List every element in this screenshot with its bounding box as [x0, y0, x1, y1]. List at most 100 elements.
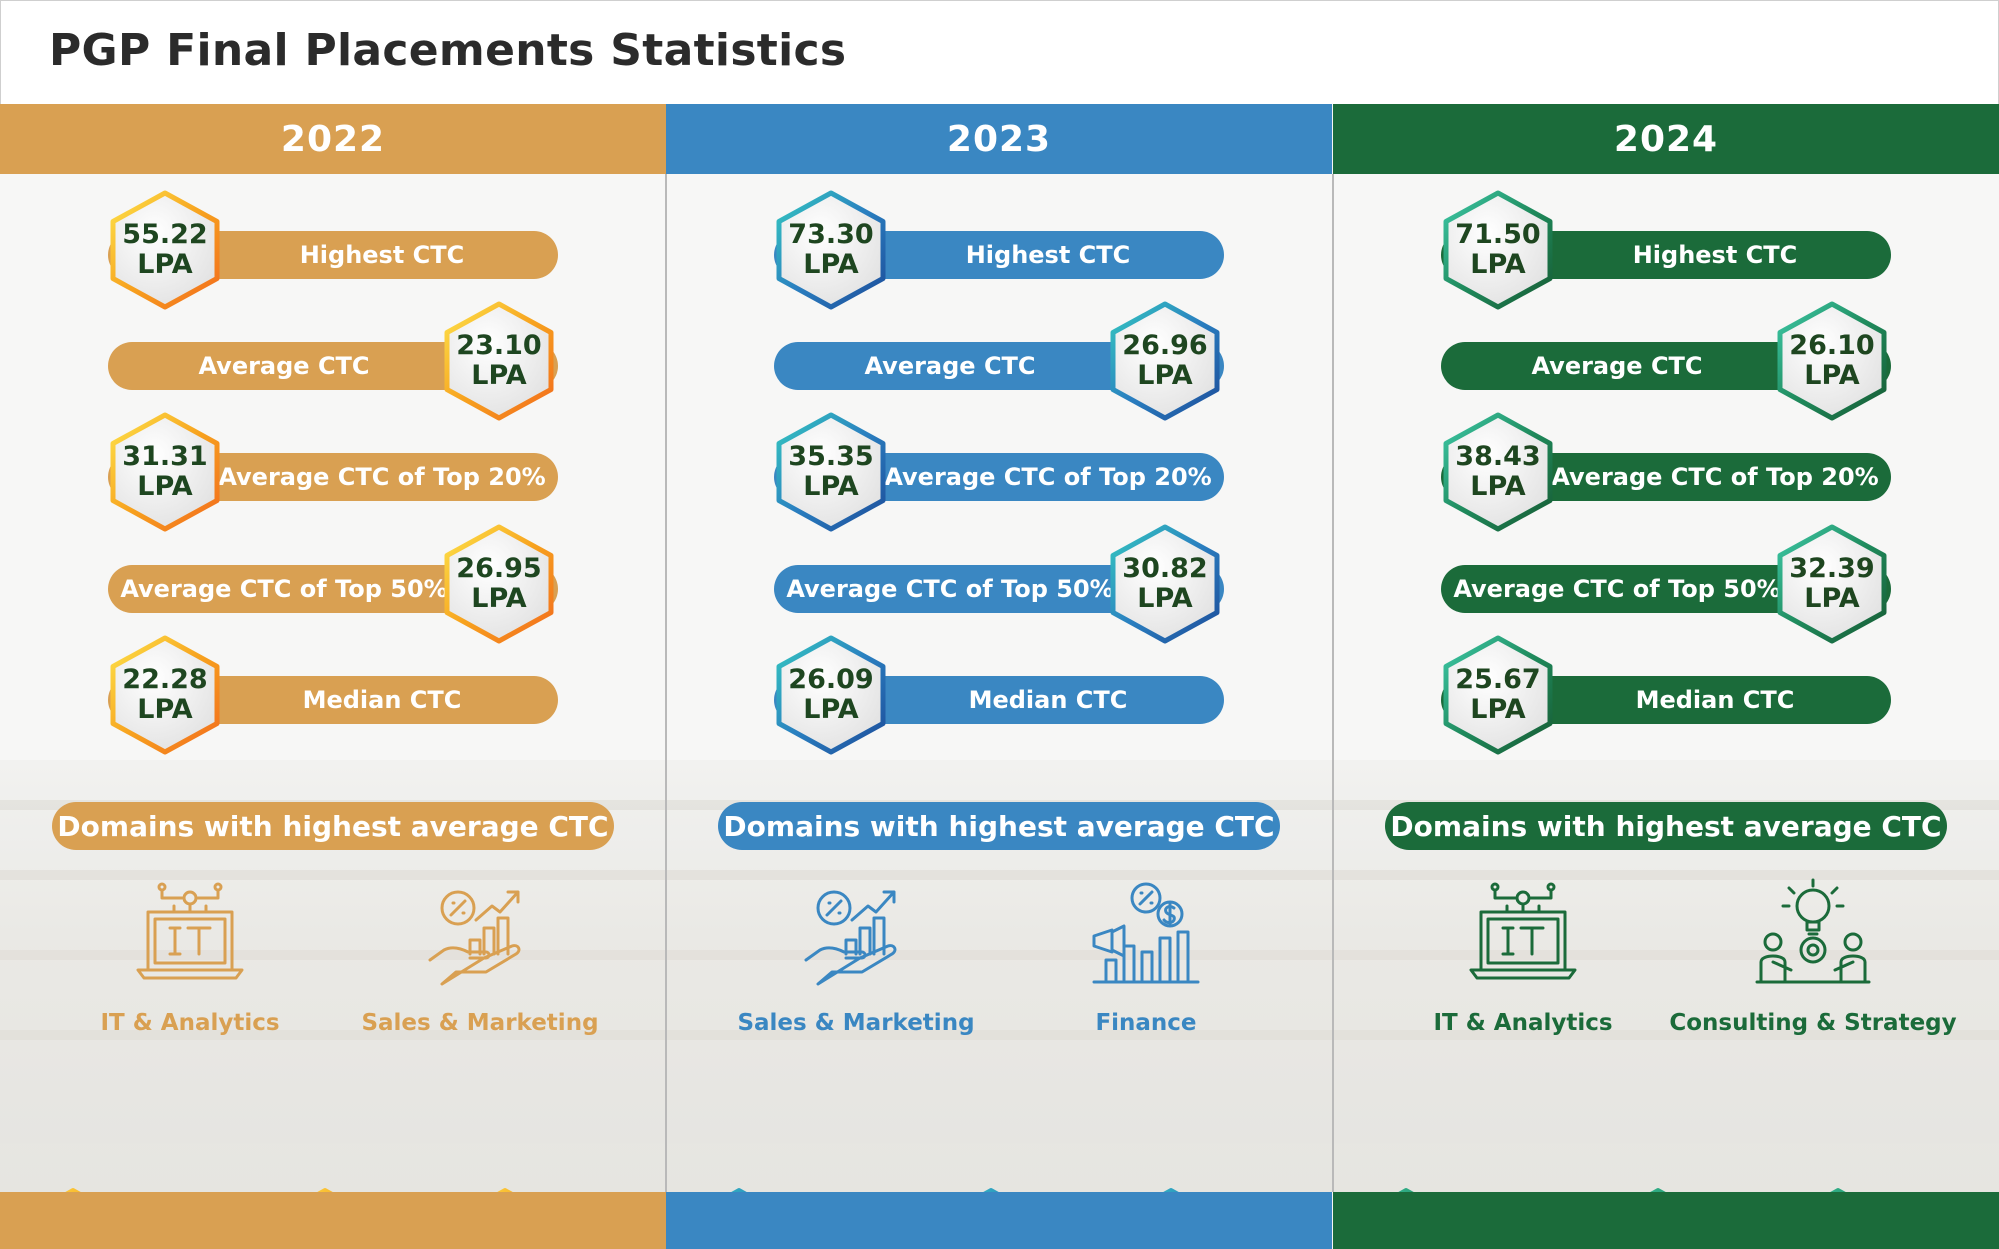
ctc-value: 26.09 LPA [774, 633, 888, 757]
ctc-value-number: 71.50 [1455, 219, 1541, 250]
ctc-value-badge: 38.43 LPA [1441, 410, 1555, 534]
hexagon-badge-shape [1443, 190, 1553, 310]
ctc-value-unit: LPA [803, 694, 859, 725]
ctc-value-badge: 26.95 LPA [442, 522, 556, 646]
hexagon-badge-shape [776, 635, 886, 755]
ctc-value-number: 26.10 [1789, 330, 1875, 361]
ctc-value-unit: LPA [803, 471, 859, 502]
ctc-value: 35.35 LPA [774, 410, 888, 534]
hexagon-badge-shape [110, 412, 220, 532]
page-title: PGP Final Placements Statistics [49, 25, 847, 76]
ctc-value-unit: LPA [1470, 471, 1526, 502]
domain-label: Sales & Marketing [737, 1010, 975, 1036]
ctc-value: 73.30 LPA [774, 188, 888, 312]
ctc-value: 25.67 LPA [1441, 633, 1555, 757]
ctc-value-unit: LPA [1470, 249, 1526, 280]
ctc-value-unit: LPA [1137, 360, 1193, 391]
ctc-value-badge: 71.50 LPA [1441, 188, 1555, 312]
finance-chart-icon [1086, 876, 1206, 996]
hexagon-badge-shape [444, 301, 554, 421]
ctc-value-badge: 26.09 LPA [774, 633, 888, 757]
hexagon-badge-shape [1110, 524, 1220, 644]
ctc-value-number: 26.96 [1122, 330, 1208, 361]
consulting-idea-icon [1753, 876, 1873, 996]
ctc-stat-row: Average CTC of Top 20% 31.31 LPA [0, 410, 666, 534]
footer-color-bar [1333, 1192, 1999, 1249]
ctc-value-unit: LPA [1137, 583, 1193, 614]
hexagon-badge-shape [776, 190, 886, 310]
hexagon-badge-shape [1777, 524, 1887, 644]
ctc-value-unit: LPA [137, 249, 193, 280]
hexagon-badge-shape [1443, 635, 1553, 755]
ctc-value: 32.39 LPA [1775, 522, 1889, 646]
hexagon-badge-shape [776, 412, 886, 532]
ctc-stat-row: Average CTC 23.10 LPA [0, 299, 666, 423]
hand-growth-icon [796, 876, 916, 996]
year-header: 2022 [0, 104, 666, 174]
domains-title-pill: Domains with highest average CTC [52, 802, 614, 850]
hand-growth-icon [420, 876, 540, 996]
hexagon-badge-shape [1777, 301, 1887, 421]
ctc-value: 26.96 LPA [1108, 299, 1222, 423]
domain-label: Consulting & Strategy [1669, 1010, 1957, 1036]
ctc-value: 38.43 LPA [1441, 410, 1555, 534]
ctc-value-unit: LPA [1804, 583, 1860, 614]
year-column-2022: 2022 Highest CTC 55.22 LPA Average CTC 23.10 L… [0, 104, 666, 1249]
year-header: 2023 [666, 104, 1332, 174]
ctc-value: 26.10 LPA [1775, 299, 1889, 423]
domains-title-pill: Domains with highest average CTC [718, 802, 1280, 850]
ctc-value-number: 23.10 [456, 330, 542, 361]
ctc-value-number: 31.31 [122, 441, 208, 472]
ctc-stat-row: Highest CTC 71.50 LPA [1333, 188, 1999, 312]
title-bar: PGP Final Placements Statistics [0, 0, 1999, 104]
ctc-value-badge: 55.22 LPA [108, 188, 222, 312]
ctc-stat-row: Average CTC of Top 50% 26.95 LPA [0, 522, 666, 646]
ctc-value-unit: LPA [137, 471, 193, 502]
ctc-stat-row: Average CTC 26.10 LPA [1333, 299, 1999, 423]
year-header: 2024 [1333, 104, 1999, 174]
ctc-stat-row: Median CTC 26.09 LPA [666, 633, 1332, 757]
ctc-stat-row: Median CTC 25.67 LPA [1333, 633, 1999, 757]
ctc-stat-row: Average CTC of Top 20% 38.43 LPA [1333, 410, 1999, 534]
hexagon-badge-shape [1110, 301, 1220, 421]
ctc-value: 30.82 LPA [1108, 522, 1222, 646]
ctc-value-number: 35.35 [788, 441, 874, 472]
ctc-value-badge: 26.96 LPA [1108, 299, 1222, 423]
ctc-value-badge: 73.30 LPA [774, 188, 888, 312]
ctc-value-badge: 23.10 LPA [442, 299, 556, 423]
ctc-stat-row: Average CTC of Top 20% 35.35 LPA [666, 410, 1332, 534]
laptop-it-icon [1463, 876, 1583, 996]
ctc-value-badge: 35.35 LPA [774, 410, 888, 534]
ctc-value-unit: LPA [471, 360, 527, 391]
ctc-value: 31.31 LPA [108, 410, 222, 534]
ctc-stat-row: Average CTC 26.96 LPA [666, 299, 1332, 423]
laptop-it-icon [130, 876, 250, 996]
column-divider [665, 174, 667, 1192]
ctc-stat-row: Highest CTC 73.30 LPA [666, 188, 1332, 312]
ctc-value-number: 55.22 [122, 219, 208, 250]
hexagon-badge-shape [110, 635, 220, 755]
hexagon-badge-shape [1443, 412, 1553, 532]
ctc-value: 23.10 LPA [442, 299, 556, 423]
ctc-value: 22.28 LPA [108, 633, 222, 757]
ctc-stat-row: Median CTC 22.28 LPA [0, 633, 666, 757]
year-column-2023: 2023 Highest CTC 73.30 LPA Average CTC 26.96 L… [666, 104, 1332, 1249]
ctc-value-number: 73.30 [788, 219, 874, 250]
ctc-value-badge: 25.67 LPA [1441, 633, 1555, 757]
hexagon-badge-shape [110, 190, 220, 310]
ctc-value-badge: 22.28 LPA [108, 633, 222, 757]
ctc-value-number: 26.09 [788, 664, 874, 695]
ctc-value-unit: LPA [803, 249, 859, 280]
ctc-value-badge: 31.31 LPA [108, 410, 222, 534]
domains-title-pill: Domains with highest average CTC [1385, 802, 1947, 850]
ctc-value-number: 30.82 [1122, 553, 1208, 584]
ctc-value: 71.50 LPA [1441, 188, 1555, 312]
ctc-value-unit: LPA [1804, 360, 1860, 391]
ctc-value-number: 26.95 [456, 553, 542, 584]
ctc-value-number: 22.28 [122, 664, 208, 695]
ctc-value-unit: LPA [1470, 694, 1526, 725]
ctc-value-badge: 32.39 LPA [1775, 522, 1889, 646]
hexagon-badge-shape [444, 524, 554, 644]
ctc-value-number: 32.39 [1789, 553, 1875, 584]
column-divider [1332, 174, 1334, 1192]
